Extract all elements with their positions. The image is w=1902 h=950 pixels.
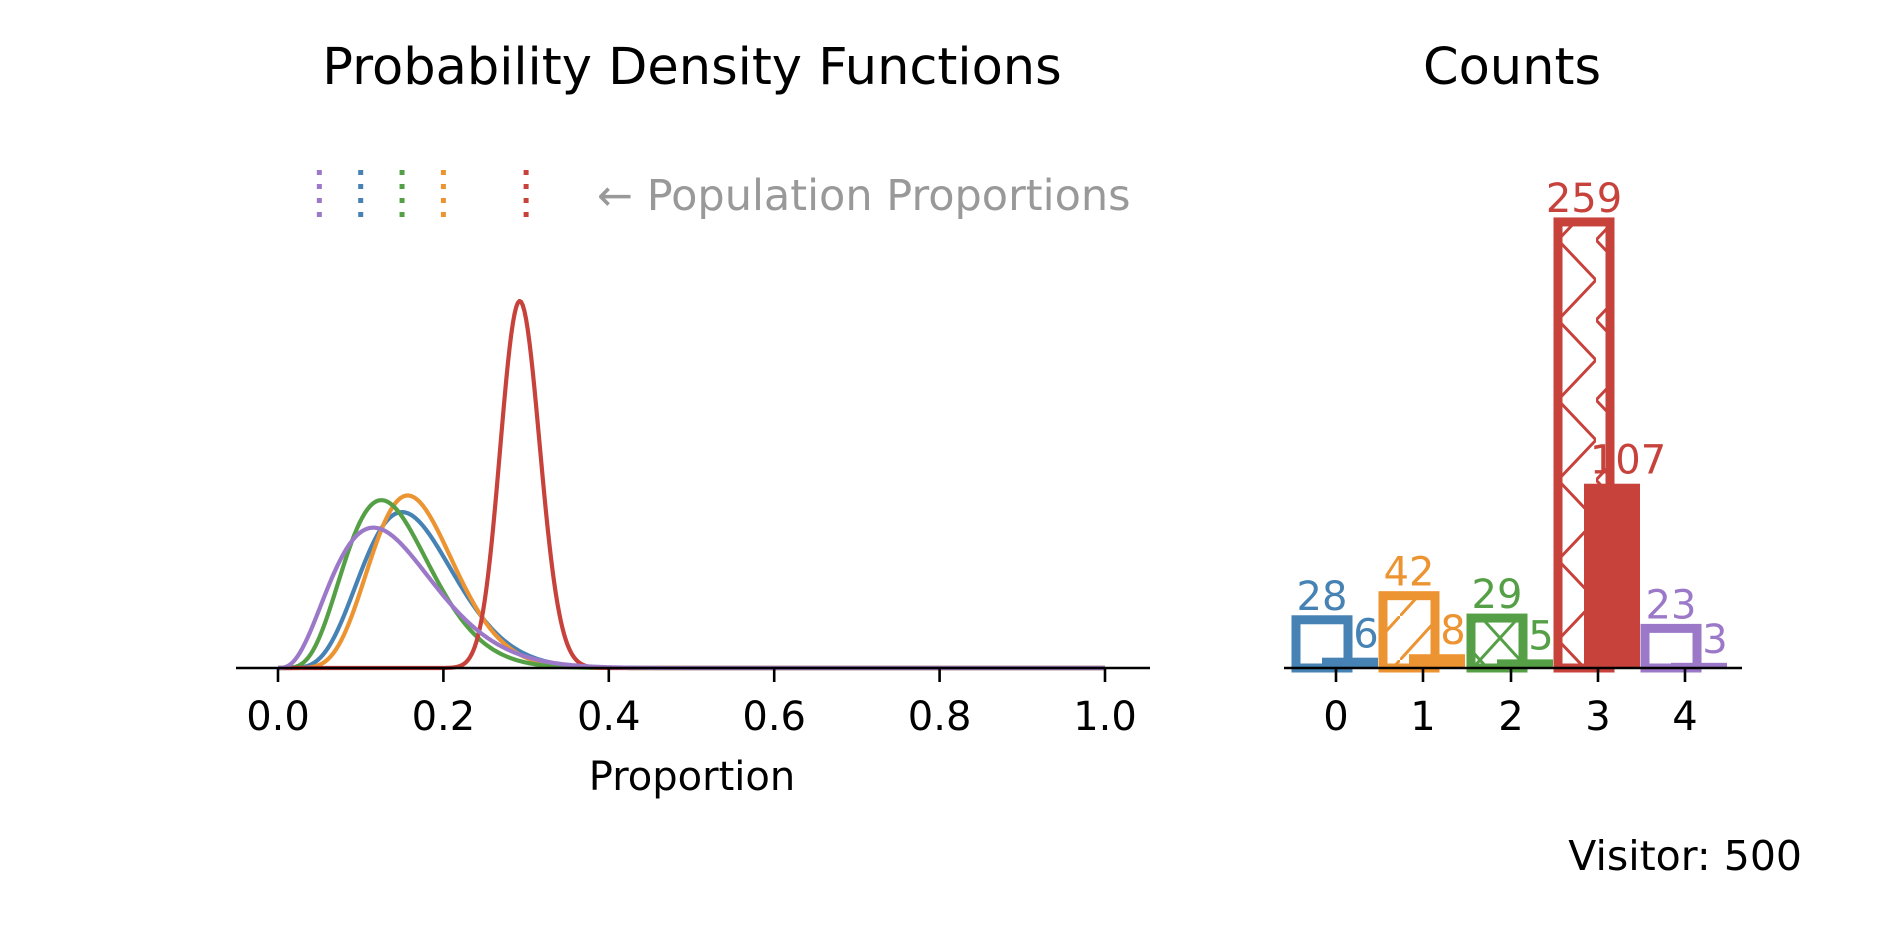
visitor-counter: Visitor: 500 (1568, 832, 1802, 880)
pdf-x-tick-label: 0.2 (412, 694, 476, 740)
pdf-curve-orange (277, 493, 1106, 671)
successes-bar-2 (1497, 659, 1553, 668)
pdf-x-ticks: 0.0 0.2 0.4 0.6 0.8 1.0 (246, 668, 1137, 740)
trials-value-label-0: 28 (1297, 574, 1348, 620)
pdf-curves (277, 298, 1106, 671)
population-proportion-markers (316, 170, 529, 226)
pdf-x-tick-label: 0.4 (577, 694, 641, 740)
pdf-x-axis-label: Proportion (589, 754, 795, 800)
successes-value-label-1: 8 (1440, 608, 1465, 654)
successes-value-label-2: 5 (1528, 613, 1553, 659)
trials-value-label-4: 23 (1646, 582, 1697, 628)
pdf-x-tick-label: 0.0 (246, 694, 310, 740)
pdf-curve-blue (277, 510, 1106, 671)
trials-value-label-2: 29 (1472, 572, 1523, 618)
pdf-curve-green (277, 498, 1106, 671)
pdf-x-tick-label: 0.8 (908, 694, 972, 740)
trials-value-label-1: 42 (1384, 550, 1435, 596)
successes-value-label-4: 3 (1702, 617, 1727, 663)
pdf-x-tick-label: 1.0 (1073, 694, 1137, 740)
counts-chart-title: Counts (1423, 38, 1601, 97)
pdf-panel: Probability Density Functions ← Populati… (236, 38, 1150, 800)
counts-x-ticks: 0 1 2 3 4 (1323, 668, 1698, 740)
counts-x-tick-label: 3 (1585, 694, 1610, 740)
counts-x-tick-label: 1 (1410, 694, 1435, 740)
successes-bar-0 (1322, 657, 1378, 668)
successes-bar-3 (1584, 483, 1640, 668)
successes-bar-1 (1409, 654, 1465, 668)
trials-value-label-3: 259 (1546, 176, 1622, 222)
successes-value-label-3: 107 (1590, 438, 1666, 484)
successes-bar-4 (1671, 662, 1727, 668)
counts-x-tick-label: 2 (1498, 694, 1523, 740)
pdf-curve-red (277, 298, 1106, 671)
pdf-x-tick-label: 0.6 (742, 694, 806, 740)
counts-x-tick-label: 4 (1672, 694, 1697, 740)
pdf-curve-purple (277, 525, 1106, 671)
counts-x-tick-label: 0 (1323, 694, 1348, 740)
population-proportions-annotation: ← Population Proportions (597, 171, 1131, 221)
trials-bar-4 (1640, 623, 1702, 673)
successes-value-label-0: 6 (1353, 612, 1378, 658)
pdf-chart-title: Probability Density Functions (322, 38, 1061, 97)
